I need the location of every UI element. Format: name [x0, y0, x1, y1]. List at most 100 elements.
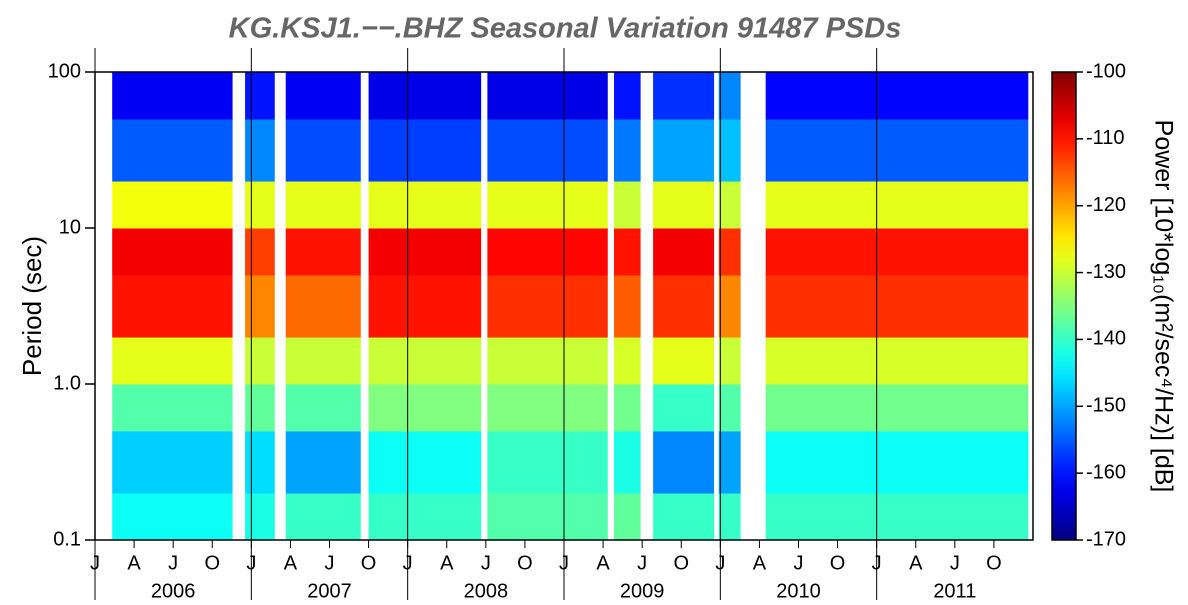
heatmap-cell — [487, 431, 607, 494]
heatmap-cell — [653, 72, 714, 119]
x-tick-label: J — [637, 552, 647, 574]
y-axis-label: Period (sec) — [17, 236, 47, 376]
x-tick-label: J — [794, 552, 804, 574]
heatmap-cell — [614, 384, 641, 431]
x-tick-label: A — [284, 552, 298, 574]
heatmap-cell — [245, 431, 275, 494]
colorbar-tick-label: -160 — [1086, 461, 1126, 483]
heatmap-cell — [245, 275, 275, 338]
heatmap-cell — [614, 493, 641, 540]
heatmap-cell — [766, 228, 1029, 275]
heatmap-cell — [369, 431, 482, 494]
colorbar-tick-label: -120 — [1086, 194, 1126, 216]
heatmap-cell — [245, 72, 275, 119]
year-label: 2007 — [307, 580, 352, 602]
heatmap-cell — [614, 337, 641, 384]
heatmap-cell — [286, 119, 361, 182]
heatmap-cell — [487, 384, 607, 431]
heatmap-cell — [719, 431, 741, 494]
heatmap-cell — [653, 181, 714, 228]
heatmap-cell — [766, 384, 1029, 431]
heatmap-cell — [369, 337, 482, 384]
heatmap-cell — [112, 119, 232, 182]
heatmap-cell — [487, 181, 607, 228]
heatmap-cell — [614, 72, 641, 119]
heatmap-cell — [286, 384, 361, 431]
heatmap-cell — [245, 493, 275, 540]
heatmap-cell — [487, 493, 607, 540]
heatmap-cell — [487, 275, 607, 338]
y-tick-label: 1.0 — [53, 372, 81, 394]
heatmap-cell — [766, 119, 1029, 182]
heatmap-cell — [766, 493, 1029, 540]
heatmap-cell — [369, 228, 482, 275]
y-tick-label: 0.1 — [53, 528, 81, 550]
heatmap-cell — [369, 181, 482, 228]
x-tick-label: J — [325, 552, 335, 574]
x-tick-label: O — [517, 552, 533, 574]
heatmap-cell — [286, 493, 361, 540]
heatmap-cell — [112, 337, 232, 384]
heatmap-cell — [487, 337, 607, 384]
heatmap-cell — [719, 384, 741, 431]
heatmap-cell — [614, 275, 641, 338]
x-tick-label: O — [986, 552, 1002, 574]
heatmap-cell — [719, 275, 741, 338]
heatmap-cell — [369, 275, 482, 338]
heatmap-cell — [653, 493, 714, 540]
heatmap-cell — [653, 384, 714, 431]
heatmap-cell — [614, 181, 641, 228]
heatmap-cell — [653, 228, 714, 275]
heatmap-cell — [112, 181, 232, 228]
year-label: 2006 — [151, 580, 196, 602]
heatmap-cell — [112, 228, 232, 275]
year-label: 2008 — [464, 580, 509, 602]
colorbar-tick-label: -100 — [1086, 60, 1126, 82]
y-tick-label: 100 — [48, 60, 81, 82]
x-tick-label: O — [830, 552, 846, 574]
heatmap-cell — [653, 275, 714, 338]
heatmap-cell — [719, 493, 741, 540]
heatmap-cell — [614, 431, 641, 494]
year-label: 2010 — [776, 580, 821, 602]
x-tick-label: O — [361, 552, 377, 574]
heatmap-cell — [112, 431, 232, 494]
heatmap-cell — [112, 275, 232, 338]
chart-title: KG.KSJ1.−−.BHZ Seasonal Variation 91487 … — [229, 13, 902, 45]
page: KG.KSJ1.−−.BHZ Seasonal Variation 91487 … — [0, 0, 1188, 605]
x-tick-label: O — [204, 552, 220, 574]
x-tick-label: A — [596, 552, 610, 574]
heatmap-cell — [719, 181, 741, 228]
heatmap-cell — [719, 119, 741, 182]
heatmap-cell — [112, 384, 232, 431]
heatmap-cell — [653, 431, 714, 494]
x-tick-label: O — [673, 552, 689, 574]
heatmap-cell — [487, 228, 607, 275]
x-tick-label: A — [440, 552, 454, 574]
heatmap-cell — [369, 119, 482, 182]
colorbar-label: Power [10*log₁₀(m²/sec⁴/Hz)] [dB] — [1149, 120, 1177, 493]
heatmap-cell — [653, 337, 714, 384]
heatmap-cell — [286, 228, 361, 275]
heatmap-cell — [112, 72, 232, 119]
heatmap-cell — [286, 337, 361, 384]
year-label: 2011 — [933, 580, 976, 602]
x-tick-label: J — [481, 552, 491, 574]
heatmap-cell — [766, 337, 1029, 384]
heatmap-cell — [766, 431, 1029, 494]
heatmap-cell — [653, 119, 714, 182]
heatmap-cell — [245, 181, 275, 228]
heatmap-cell — [286, 275, 361, 338]
colorbar-tick-label: -140 — [1086, 328, 1126, 350]
heatmap-cell — [369, 493, 482, 540]
x-tick-label: A — [909, 552, 923, 574]
heatmap-cell — [286, 431, 361, 494]
heatmap-cell — [719, 337, 741, 384]
heatmap-cell — [487, 72, 607, 119]
heatmap-cell — [369, 72, 482, 119]
heatmap-cell — [719, 72, 741, 119]
heatmap-cell — [766, 275, 1029, 338]
heatmap-cell — [487, 119, 607, 182]
heatmap-cell — [245, 228, 275, 275]
heatmap-cell — [766, 72, 1029, 119]
